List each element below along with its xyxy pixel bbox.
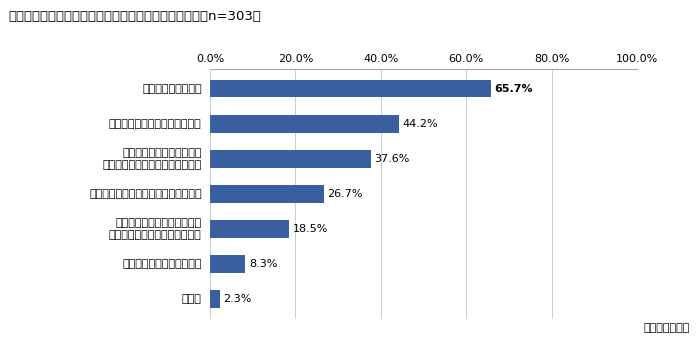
Bar bbox=[210, 185, 324, 203]
Bar bbox=[210, 255, 246, 273]
Text: 37.6%: 37.6% bbox=[374, 154, 409, 164]
Bar bbox=[210, 115, 399, 132]
Bar bbox=[210, 80, 491, 97]
Bar bbox=[210, 150, 370, 167]
Bar bbox=[210, 290, 220, 308]
Text: 自転車に乗る機会が増えた理由をお聞かせください。（n=303）: 自転車に乗る機会が増えた理由をお聞かせください。（n=303） bbox=[8, 10, 261, 23]
Text: 65.7%: 65.7% bbox=[494, 84, 533, 94]
Text: 26.7%: 26.7% bbox=[328, 189, 363, 199]
Text: 2.3%: 2.3% bbox=[223, 294, 251, 304]
Text: （複数回答可）: （複数回答可） bbox=[643, 323, 690, 333]
Text: 44.2%: 44.2% bbox=[402, 119, 438, 129]
Text: 8.3%: 8.3% bbox=[249, 259, 277, 269]
Text: 18.5%: 18.5% bbox=[293, 224, 328, 234]
Bar bbox=[210, 220, 289, 238]
